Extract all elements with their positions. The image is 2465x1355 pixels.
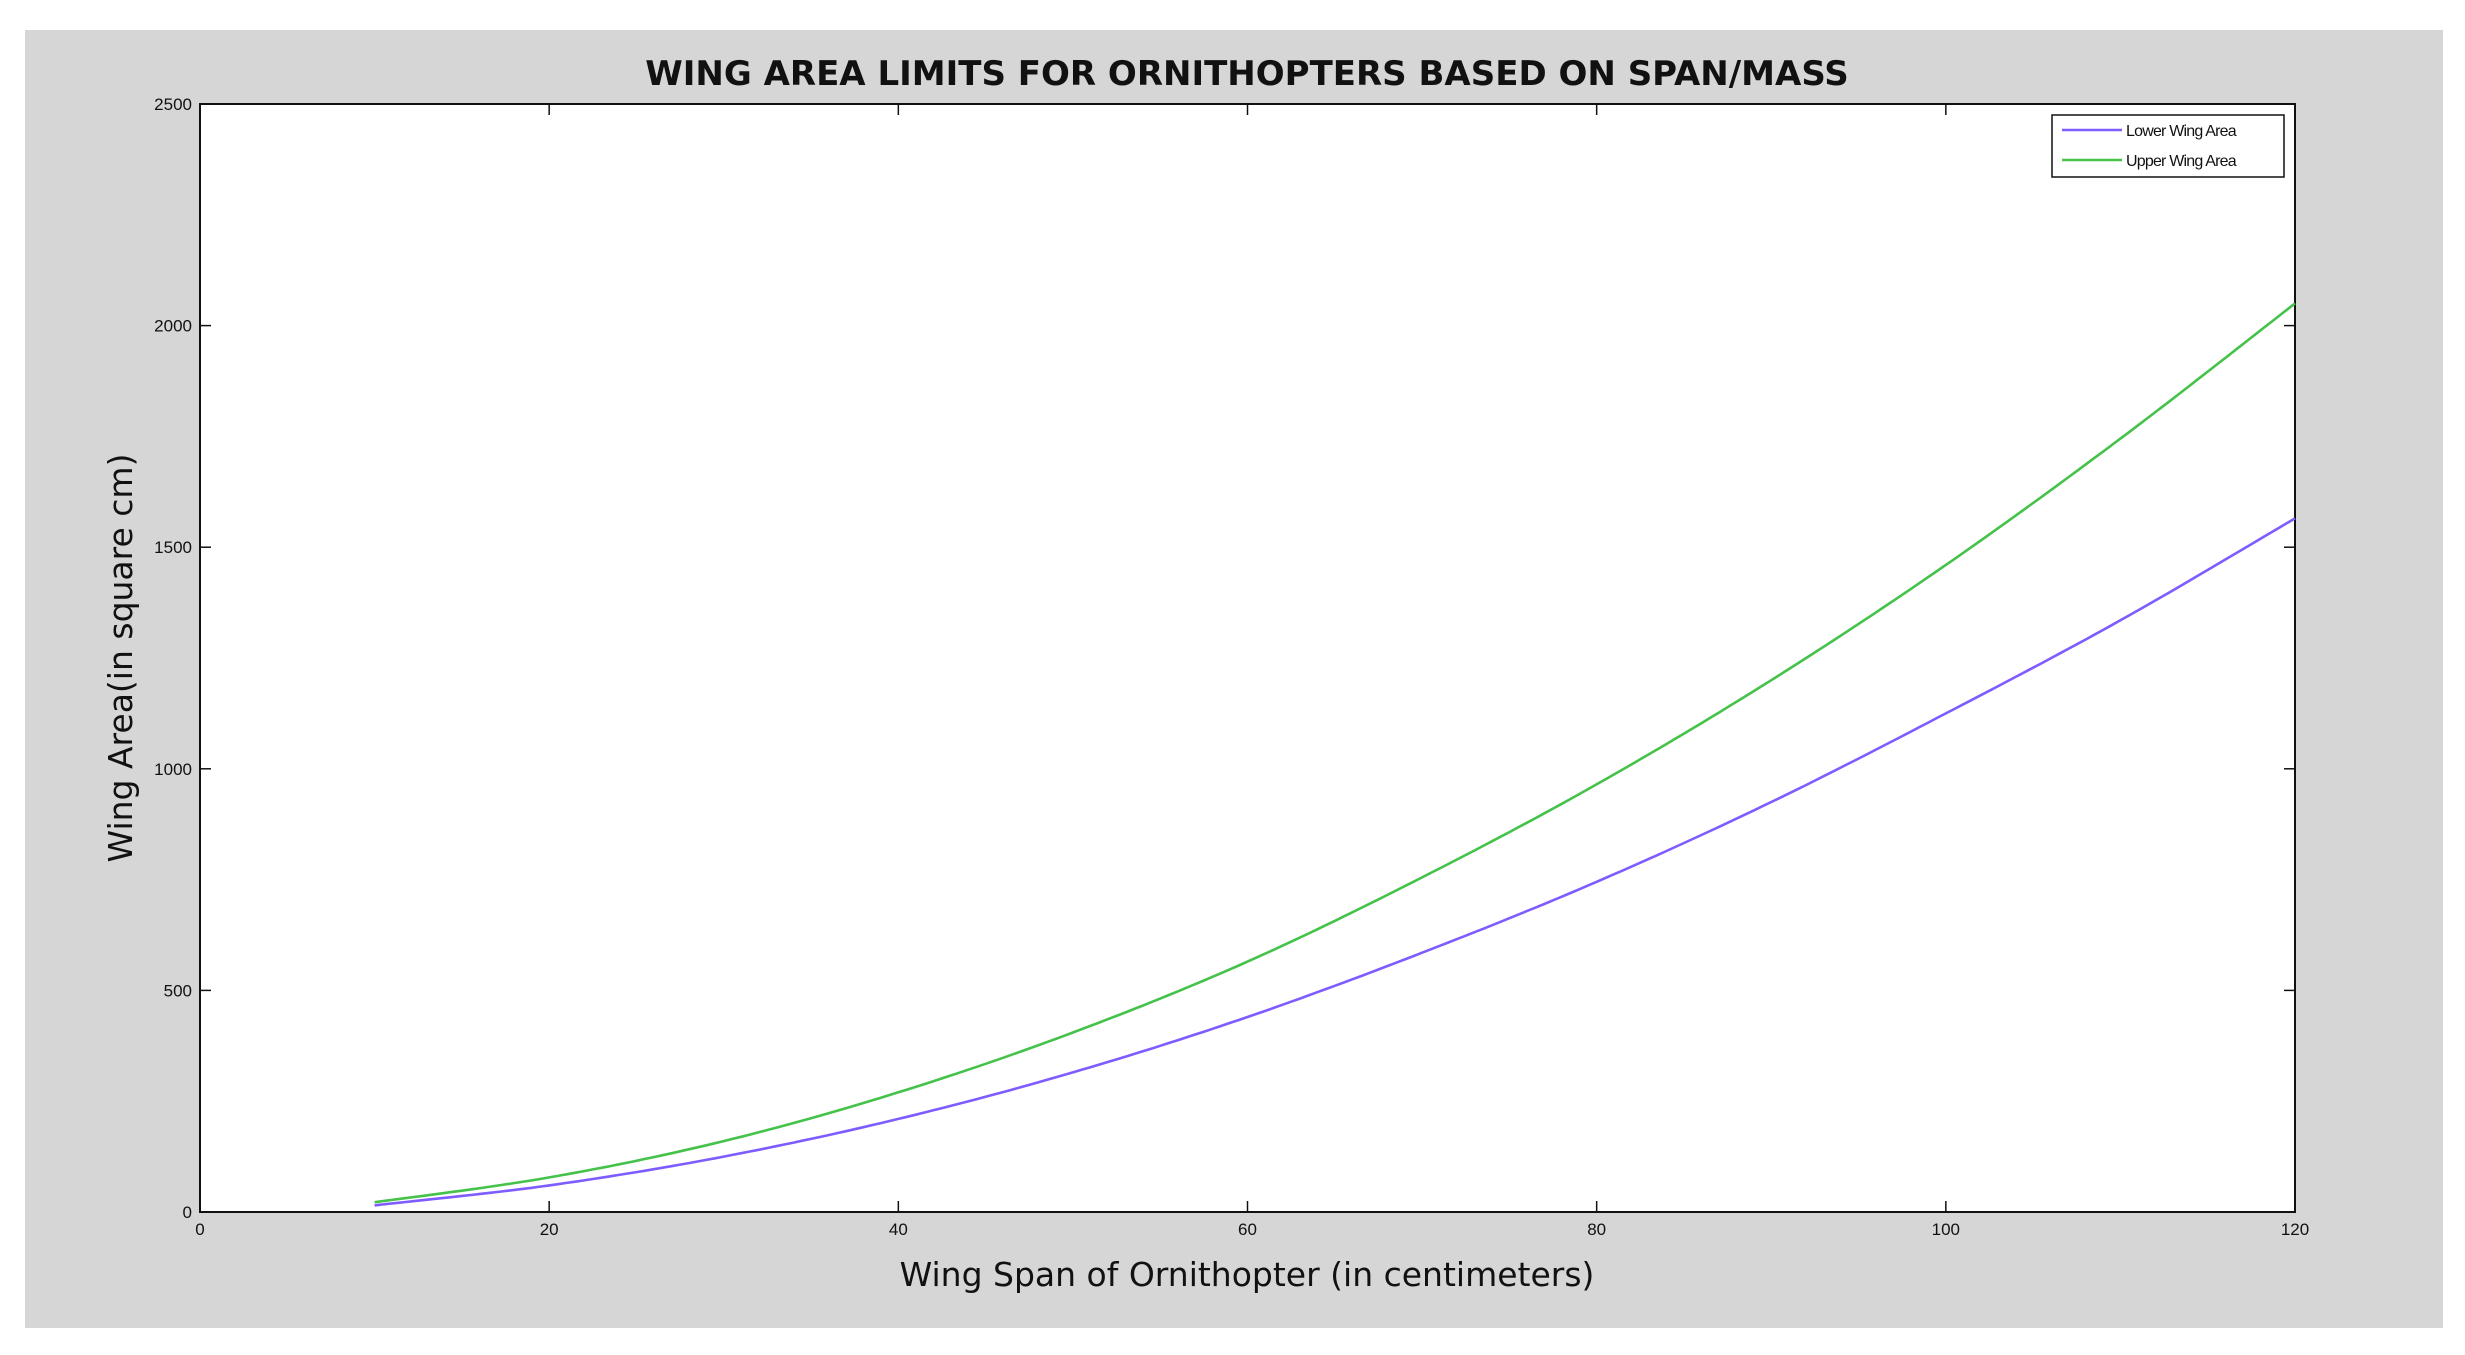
legend-box	[2051, 114, 2285, 178]
x-tick-label: 100	[1932, 1220, 1960, 1239]
y-tick-label: 500	[164, 981, 192, 1000]
chart-title: WING AREA LIMITS FOR ORNITHOPTERS BASED …	[645, 54, 1849, 94]
legend-label: Upper Wing Area	[2126, 153, 2237, 170]
y-tick-label: 0	[183, 1203, 192, 1222]
y-axis-label: Wing Area(in square cm)	[101, 454, 140, 863]
y-tick-label: 1500	[154, 538, 192, 557]
series-line-1	[374, 302, 2296, 1204]
y-tick-label: 1000	[154, 760, 192, 779]
series-lines	[374, 302, 2296, 1207]
y-tick-label: 2000	[154, 317, 192, 336]
series-line-0	[374, 517, 2296, 1207]
y-tick-label: 2500	[154, 95, 192, 114]
plot-area	[199, 103, 2296, 1213]
axis-ticks: 0 20 40 60 80 100 120 0 500 1000 1500 2000 2500	[154, 95, 2309, 1239]
legend-label: Lower Wing Area	[2126, 123, 2237, 140]
x-tick-label: 80	[1587, 1220, 1606, 1239]
x-tick-label: 20	[540, 1220, 559, 1239]
x-tick-label: 60	[1238, 1220, 1257, 1239]
x-tick-label: 0	[195, 1220, 204, 1239]
legend: Lower Wing Area Upper Wing Area	[2051, 114, 2285, 178]
x-tick-label: 40	[889, 1220, 908, 1239]
x-axis-label: Wing Span of Ornithopter (in centimeters…	[900, 1255, 1595, 1294]
x-tick-label: 120	[2281, 1220, 2309, 1239]
